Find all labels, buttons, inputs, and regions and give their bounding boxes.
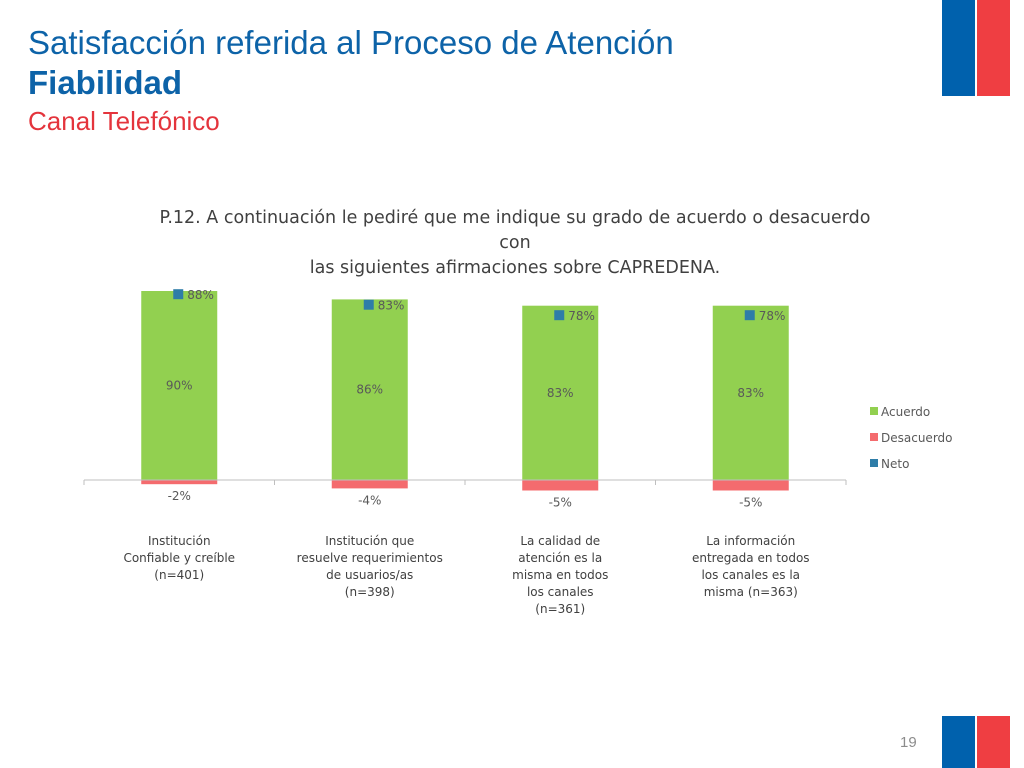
- slide-title: Satisfacción referida al Proceso de Aten…: [28, 24, 674, 61]
- legend-label: Acuerdo: [881, 405, 930, 419]
- category-label-line: La información: [706, 534, 795, 548]
- legend-label: Desacuerdo: [881, 431, 953, 445]
- category-label-line: resuelve requerimientos: [297, 551, 443, 565]
- data-label-desacuerdo: -2%: [168, 489, 191, 503]
- category-label-line: los canales: [527, 585, 594, 599]
- data-label-neto: 78%: [759, 309, 786, 323]
- data-label-acuerdo: 90%: [166, 379, 193, 393]
- legend-swatch: [870, 433, 878, 441]
- category-label-line: entregada en todos: [692, 551, 810, 565]
- data-label-desacuerdo: -4%: [358, 493, 381, 507]
- bar-acuerdo: [522, 305, 599, 480]
- legend-swatch: [870, 459, 878, 467]
- category-label-line: Institución: [148, 534, 211, 548]
- bar-desacuerdo: [141, 480, 218, 485]
- slide-subtitle: Fiabilidad: [28, 64, 183, 101]
- bar-acuerdo: [712, 305, 789, 480]
- flag-logo-bottom: [942, 716, 1010, 768]
- category-label: La calidad de atención es la misma en todo…: [512, 534, 608, 616]
- bar-acuerdo: [141, 291, 218, 480]
- data-label-acuerdo: 83%: [737, 386, 764, 400]
- category-label-line: misma en todos: [512, 568, 608, 582]
- bar-desacuerdo: [712, 480, 789, 491]
- data-label-neto: 83%: [378, 299, 405, 313]
- category-label-line: (n=401): [154, 568, 204, 582]
- category-label-line: atención es la: [518, 551, 602, 565]
- category-label-line: misma (n=363): [704, 585, 798, 599]
- category-label-line: (n=361): [535, 602, 585, 616]
- marker-neto: [363, 299, 374, 310]
- chart-title-line-2: las siguientes afirmaciones sobre CAPRED…: [309, 258, 721, 278]
- category-label-line: de usuarios/as: [326, 568, 413, 582]
- page-number: 19: [900, 734, 917, 751]
- category-label-line: La calidad de: [520, 534, 600, 548]
- category-label-line: Confiable y creíble: [123, 551, 235, 565]
- category-label-line: (n=398): [345, 585, 395, 599]
- category-label: Institución Confiable y creíble (n=401): [123, 534, 235, 582]
- legend-swatch: [870, 407, 878, 415]
- category-label-line: los canales es la: [701, 568, 800, 582]
- category-label: Institución que resuelve requerimientos de…: [297, 534, 443, 599]
- legend-label: Neto: [881, 457, 909, 471]
- chart-title: P.12. A continuación le pediré que me in…: [150, 206, 880, 281]
- bar-desacuerdo: [331, 480, 408, 489]
- chart-title-line-1: P.12. A continuación le pediré que me in…: [159, 208, 871, 253]
- marker-neto: [173, 289, 184, 300]
- marker-neto: [554, 310, 565, 321]
- bar-acuerdo: [331, 299, 408, 480]
- data-label-acuerdo: 86%: [356, 383, 383, 397]
- data-label-acuerdo: 83%: [547, 386, 574, 400]
- flag-logo-top: [942, 0, 1010, 96]
- bar-desacuerdo: [522, 480, 599, 491]
- category-label-line: Institución que: [325, 534, 414, 548]
- data-label-neto: 78%: [568, 309, 595, 323]
- marker-neto: [744, 310, 755, 321]
- category-label: La información entregada en todos los cana…: [692, 534, 810, 599]
- data-label-desacuerdo: -5%: [739, 496, 762, 510]
- data-label-desacuerdo: -5%: [549, 496, 572, 510]
- slide-channel: Canal Telefónico: [28, 106, 220, 136]
- data-label-neto: 88%: [187, 288, 214, 302]
